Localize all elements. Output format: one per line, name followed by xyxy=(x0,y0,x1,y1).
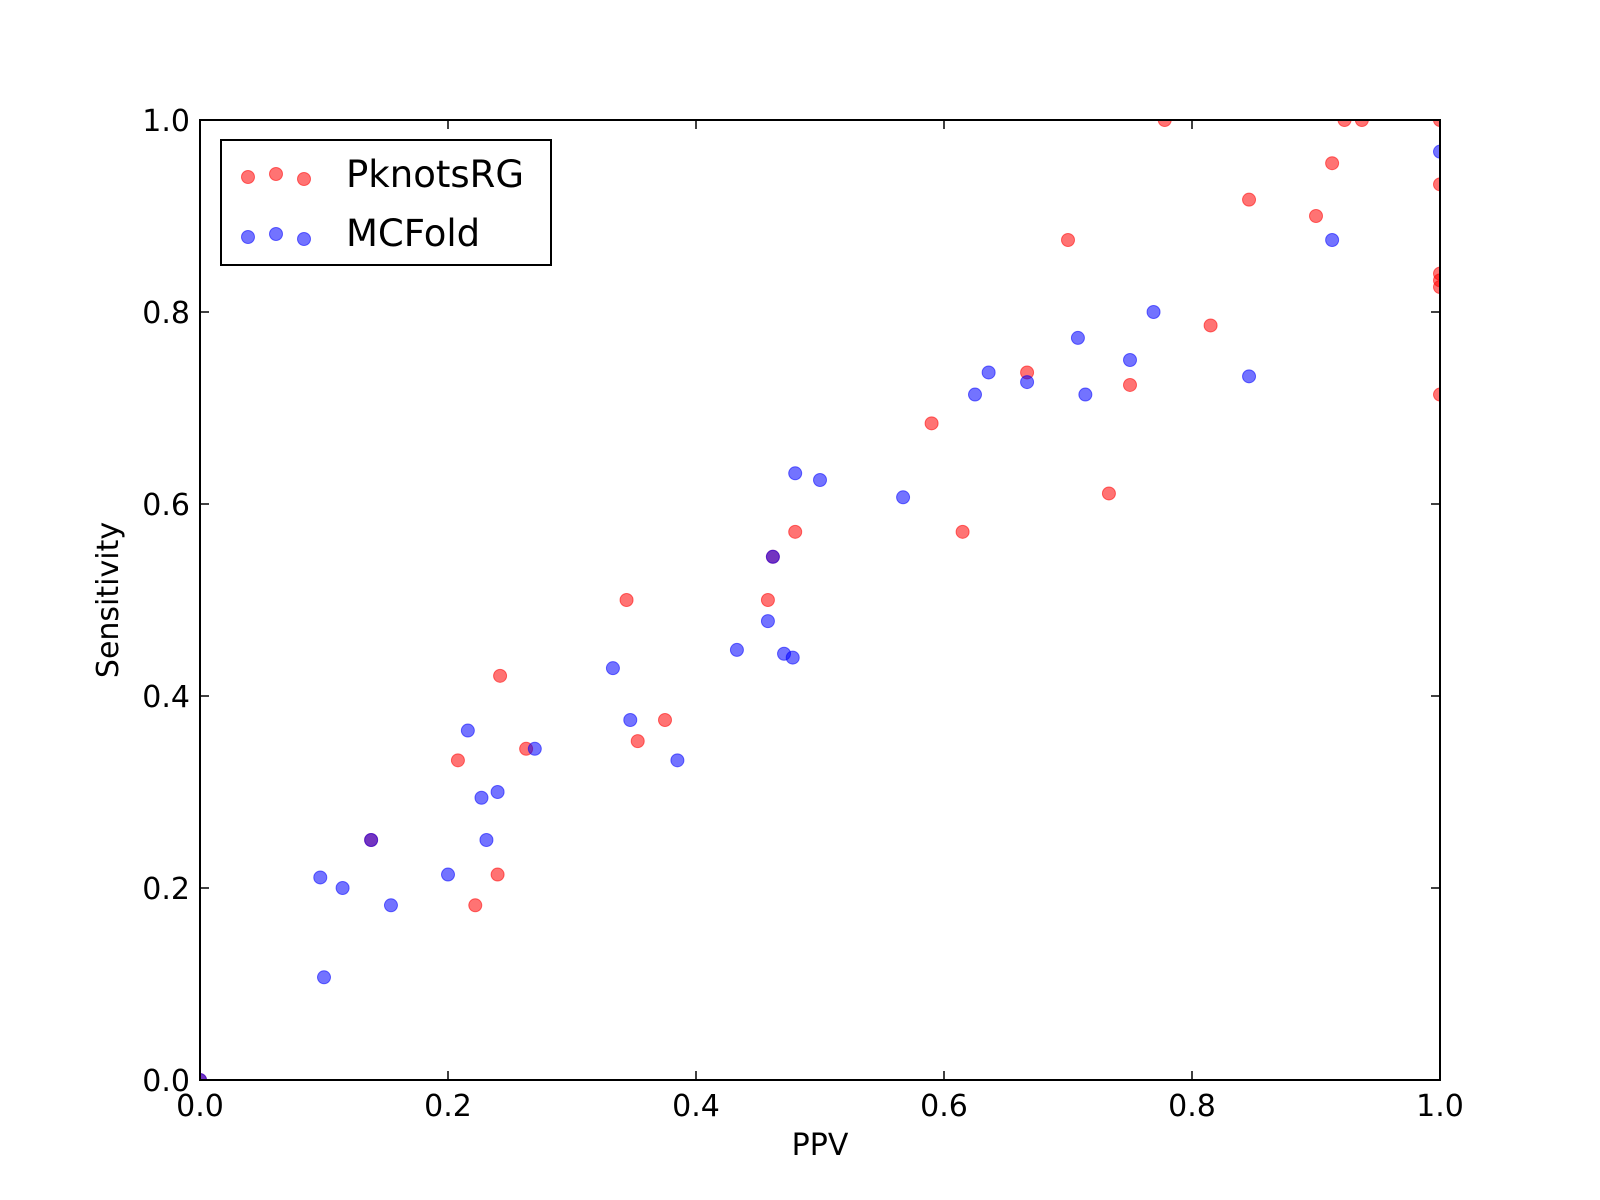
data-point-mcfold xyxy=(1123,353,1137,367)
x-axis-label: PPV xyxy=(792,1128,849,1163)
legend-box xyxy=(220,139,552,266)
data-point-mcfold xyxy=(1433,144,1440,159)
data-point-mcfold xyxy=(1078,387,1093,402)
data-point-pknotsrg xyxy=(1354,120,1369,127)
data-point-pknotsrg xyxy=(630,734,645,749)
data-point-mcfold xyxy=(1070,330,1085,345)
legend-marker-pknotsrg xyxy=(297,172,311,186)
x-tick-label: 0.4 xyxy=(672,1089,720,1124)
data-point-mcfold xyxy=(760,614,775,629)
data-point-pknotsrg xyxy=(493,668,508,683)
data-point-pknotsrg xyxy=(490,867,505,882)
legend-marker-mcfold xyxy=(297,232,311,246)
x-tick-label: 0.0 xyxy=(176,1089,224,1124)
data-point-mcfold xyxy=(335,881,350,895)
legend-marker-pknotsrg xyxy=(269,167,283,181)
data-point-pknotsrg xyxy=(1433,387,1440,402)
y-tick-label: 1.0 xyxy=(142,104,190,139)
legend-label-mcfold: MCFold xyxy=(346,212,480,255)
data-point-pknotsrg xyxy=(1433,120,1440,127)
data-point-mcfold xyxy=(896,490,911,505)
data-point-pknotsrg xyxy=(658,713,672,727)
data-point-pknotsrg xyxy=(1123,377,1137,392)
y-tick-label: 0.8 xyxy=(142,296,190,331)
data-point-pknotsrg xyxy=(1101,486,1116,501)
y-tick-label: 0.0 xyxy=(142,1064,190,1099)
data-point-mcfold xyxy=(1325,233,1340,247)
data-point-mcfold xyxy=(1020,375,1035,390)
data-point-mcfold xyxy=(813,473,827,487)
y-tick-label: 0.4 xyxy=(142,680,190,715)
data-point-pknotsrg xyxy=(468,898,483,913)
legend-markers xyxy=(241,167,311,246)
x-tick-label: 0.2 xyxy=(424,1089,472,1124)
data-point-pknotsrg xyxy=(1157,120,1172,127)
data-point-pknotsrg xyxy=(1433,280,1440,295)
x-tick-label: 1.0 xyxy=(1416,1089,1464,1124)
data-point-pknotsrg xyxy=(760,593,775,607)
data-point-mcfold xyxy=(1146,305,1161,319)
data-point-mcfold xyxy=(785,650,800,665)
data-point-mcfold xyxy=(670,753,685,768)
data-point-mcfold xyxy=(765,549,780,564)
plot-points xyxy=(200,120,1440,1080)
data-point-pknotsrg xyxy=(955,524,970,539)
data-point-mcfold xyxy=(474,790,489,805)
data-point-mcfold xyxy=(479,833,494,847)
data-point-pknotsrg xyxy=(788,524,803,539)
y-tick-label: 0.6 xyxy=(142,488,190,523)
y-tick-label: 0.2 xyxy=(142,872,190,907)
data-point-mcfold xyxy=(527,741,542,756)
data-point-mcfold xyxy=(623,713,638,727)
data-point-pknotsrg xyxy=(450,753,465,768)
data-point-pknotsrg xyxy=(1242,192,1257,207)
axis-ticks xyxy=(199,119,1441,1081)
data-point-mcfold xyxy=(1242,369,1257,384)
data-point-pknotsrg xyxy=(1325,156,1340,171)
data-point-mcfold xyxy=(729,642,744,657)
data-point-mcfold xyxy=(981,365,996,380)
data-point-pknotsrg xyxy=(1061,233,1075,247)
data-point-mcfold xyxy=(313,870,328,885)
tick-labels: 0.0 0.2 0.4 0.6 0.8 1.0 0.0 0.2 0.4 0.6 0.8 1.0 xyxy=(142,104,1464,1124)
data-point-pknotsrg xyxy=(924,416,939,431)
data-point-mcfold xyxy=(441,867,455,882)
data-point-mcfold xyxy=(605,661,620,676)
x-tick-label: 0.8 xyxy=(1168,1089,1216,1124)
legend: PknotsRG MCFold xyxy=(220,139,552,266)
legend-marker-pknotsrg xyxy=(241,170,255,184)
legend-marker-mcfold xyxy=(269,227,283,241)
data-point-mcfold xyxy=(460,723,475,738)
y-axis-label: Sensitivity xyxy=(91,522,126,678)
data-point-pknotsrg xyxy=(1337,120,1352,127)
x-tick-label: 0.6 xyxy=(920,1089,968,1124)
data-point-mcfold xyxy=(200,1073,207,1080)
data-point-pknotsrg xyxy=(1203,318,1218,333)
plot-frame xyxy=(199,119,1441,1081)
legend-marker-mcfold xyxy=(241,230,255,244)
data-point-pknotsrg xyxy=(1433,177,1440,192)
data-point-mcfold xyxy=(383,898,398,913)
data-point-mcfold xyxy=(968,387,982,402)
data-point-mcfold xyxy=(490,785,505,799)
legend-label-pknotsrg: PknotsRG xyxy=(346,153,524,196)
data-point-mcfold xyxy=(317,970,331,985)
data-point-mcfold xyxy=(364,833,379,847)
data-point-mcfold xyxy=(788,466,803,481)
data-point-pknotsrg xyxy=(619,593,634,607)
data-point-pknotsrg xyxy=(1309,209,1323,223)
